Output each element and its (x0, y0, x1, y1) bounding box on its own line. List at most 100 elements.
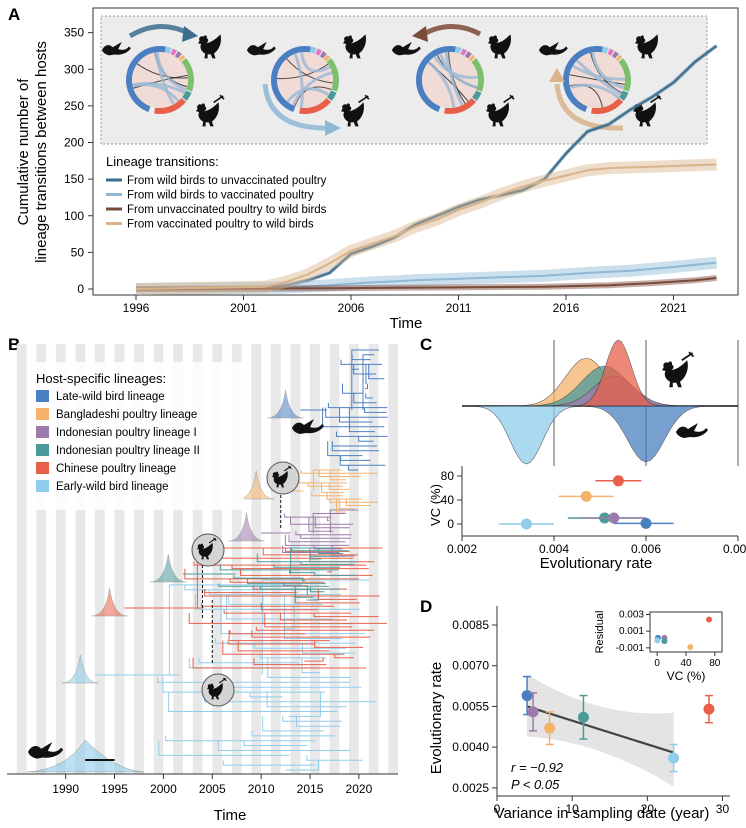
chord-ring-segment-4 (615, 54, 623, 62)
b-legend-label-4: Chinese poultry lineage (56, 463, 176, 475)
tree-root-density-late_wild (267, 389, 304, 419)
panel-label-d: D (420, 597, 432, 616)
panel-d: 0.0025 0.0040 0.0055 0.0070 0.0085 0 10 20 30 0.… (428, 606, 730, 822)
chord-ring-segment-3 (464, 51, 472, 59)
chord-ring-segment-1 (164, 46, 172, 54)
chord-ring-segment-7 (444, 97, 477, 115)
chord-chicken-icon-0 (198, 34, 221, 59)
c-vacc-chicken-icon-syringe (681, 351, 695, 361)
chord-ring-segment-1 (601, 46, 609, 54)
chord-ring-segment-0 (563, 46, 603, 112)
b-xtick-label-2: 2000 (150, 782, 177, 796)
tree-root-density-bangladeshi (238, 470, 275, 500)
rate-density-plot (461, 339, 739, 466)
d-point-early_wild (668, 752, 680, 764)
b-legend-label-5: Early-wild bird lineage (56, 481, 169, 493)
b-legend-swatch-4 (36, 462, 49, 474)
chord-bird-icon-1 (247, 41, 276, 56)
chord-arrow-3 (554, 83, 624, 131)
tree-host-chicken-icon-0 (197, 537, 217, 560)
d-inset-xtick-label-2: 80 (709, 658, 721, 669)
chord-interior (132, 52, 188, 108)
b-legend-swatch-2 (36, 426, 49, 438)
panel-a-legend-title: Lineage transitions: (106, 154, 219, 169)
d-ytick-label-3: 0.0070 (452, 659, 489, 673)
a-xtick-label-4: 2016 (553, 301, 580, 315)
b-year-stripe (75, 344, 86, 774)
d-inset-xlabel: VC (%) (667, 669, 706, 683)
c-ytick-label-2: 80 (441, 469, 455, 483)
chord-ring-segment-0 (270, 46, 311, 112)
tree-host-chicken-icon-0-body (197, 542, 213, 560)
c-point-chinese (612, 475, 624, 487)
chord-chicken-icon-1 (343, 34, 366, 59)
d-point-late_wild (521, 690, 533, 702)
chord-interior (277, 52, 333, 108)
chord-ribbon-4 (291, 71, 333, 107)
a-ytick-label-7: 350 (64, 26, 84, 40)
chord-ring-segment-5 (326, 58, 339, 92)
a-ytick-label-2: 100 (64, 209, 84, 223)
c-xtick-label-1: 0.004 (539, 542, 569, 556)
tree-root-density-main (26, 739, 144, 773)
panel-d-inset: 0.003 0.001 -0.001 0 40 80 Residual VC (%) (594, 610, 723, 683)
c-point-late_wild (640, 517, 652, 529)
b-legend-swatch-5 (36, 480, 49, 492)
chord-ring-segment-6 (619, 90, 629, 101)
chord-ring-segment-1 (454, 46, 462, 54)
c-xtick-label-0: 0.002 (447, 542, 477, 556)
chord-arrowhead-2 (412, 26, 428, 42)
a-ytick-label-6: 300 (64, 62, 84, 76)
a-legend-label-2: From unvaccinated poultry to wild birds (127, 204, 327, 216)
panel-c-scatter (498, 475, 674, 530)
chord-ring-segment-5 (181, 58, 195, 92)
chord-vacc-chicken-icon-0-body (196, 102, 219, 127)
d-inset-ytick-label-1: 0.001 (619, 626, 644, 637)
chord-ribbon-3 (591, 52, 625, 90)
panel-c-ylabel: VC (%) (428, 484, 443, 526)
chord-ribbon-6 (132, 83, 180, 103)
panel-d-xlabel: Variance in sampling date (year) (495, 805, 710, 822)
tree-host-chicken-icon-2-body (207, 682, 223, 700)
tree-root-density-indonesian_1 (228, 512, 265, 542)
c-vacc-chicken-icon (662, 351, 695, 388)
panel-d-ylabel: Evolutionary rate (428, 662, 445, 775)
chord-ribbon-5 (293, 53, 304, 108)
chord-vacc-chicken-icon-0-syringe (213, 94, 225, 104)
b-year-stripe (16, 344, 27, 774)
b-legend-label-1: Bangladeshi poultry lineage (56, 409, 197, 421)
b-xtick-label-1: 1995 (101, 782, 128, 796)
chord-ring-segment-2 (315, 48, 322, 56)
a-legend-label-3: From vaccinated poultry to wild birds (127, 219, 314, 231)
d-inset-ytick-label-2: -0.001 (616, 643, 645, 654)
tree-host-chicken-icon-2 (207, 677, 227, 700)
d-inset-ylabel: Residual (594, 611, 606, 654)
chord-ribbon-6 (572, 64, 626, 81)
chord-chicken-icon-2 (488, 34, 511, 59)
a-ytick-label-3: 150 (64, 172, 84, 186)
c-density-late-wild (572, 405, 720, 463)
chord-ring-segment-2 (460, 48, 467, 56)
d-inset-point-bangladeshi (687, 644, 694, 650)
chord-bird-icon-0 (102, 41, 131, 56)
a-series-line-1 (135, 261, 717, 290)
b-xtick-label-4: 2010 (248, 782, 275, 796)
a-legend-label-1: From wild birds to vaccinated poultry (127, 190, 314, 202)
chord-ring-segment-3 (611, 51, 619, 59)
c-xtick-label-2: 0.006 (631, 542, 661, 556)
tree-branches-bangladeshi (270, 469, 378, 513)
chord-ring-segment-6 (182, 90, 192, 101)
b-legend-label-3: Indonesian poultry lineage II (56, 445, 200, 457)
panel-b-legend-title: Host-specific lineages: (36, 371, 166, 386)
chord-bird-icon-3 (539, 41, 568, 56)
tree-root-density-early_wild (62, 654, 99, 684)
panel-a-ylabel-line1: Cumulative number of (15, 78, 32, 226)
tree-host-chicken-icon-1-syringe (283, 465, 292, 472)
c-density-chinese (566, 339, 670, 407)
tree-root-density-indonesian_2 (150, 553, 187, 583)
chord-chicken-icon-1-body (343, 34, 366, 59)
chord-ring-segment-3 (174, 51, 182, 59)
a-ytick-label-1: 50 (71, 245, 85, 259)
chord-ring-segment-2 (607, 48, 614, 56)
b-year-stripe (270, 344, 281, 774)
